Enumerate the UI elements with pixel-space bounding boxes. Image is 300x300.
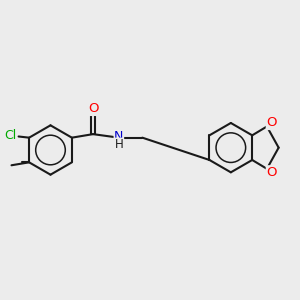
Text: O: O bbox=[266, 166, 277, 179]
Text: O: O bbox=[266, 116, 277, 130]
Text: O: O bbox=[88, 102, 98, 116]
Text: H: H bbox=[115, 138, 123, 151]
Text: N: N bbox=[114, 130, 124, 143]
Text: Cl: Cl bbox=[4, 129, 16, 142]
